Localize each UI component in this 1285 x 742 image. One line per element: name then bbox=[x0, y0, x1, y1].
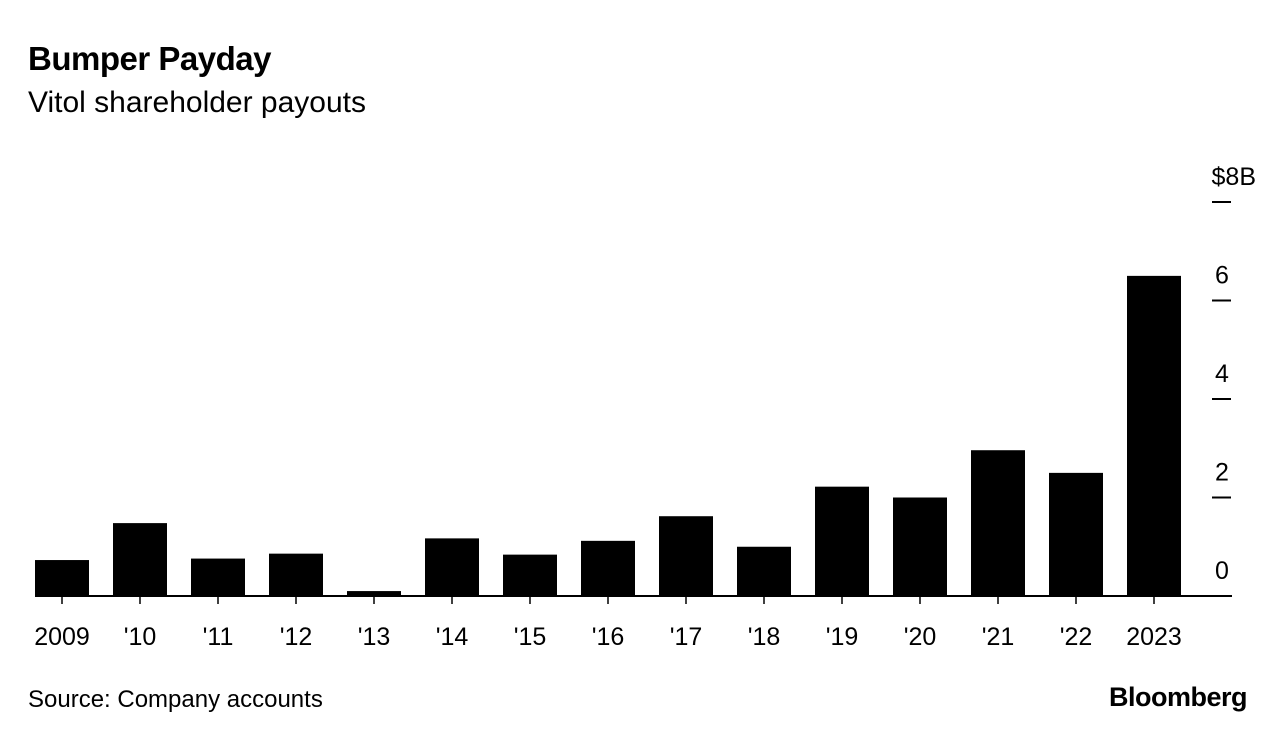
x-tick-label: '13 bbox=[358, 623, 391, 651]
y-tick-label: $8B bbox=[1212, 163, 1256, 191]
x-tick-label: 2023 bbox=[1126, 623, 1182, 651]
x-tick-label: 2009 bbox=[34, 623, 90, 651]
x-tick-label: '17 bbox=[670, 623, 703, 651]
bar bbox=[893, 497, 947, 596]
bar bbox=[35, 560, 89, 596]
x-tick-label: '22 bbox=[1060, 623, 1093, 651]
y-tick-label: 2 bbox=[1215, 459, 1229, 487]
bars-group bbox=[35, 275, 1181, 596]
bloomberg-logo: Bloomberg bbox=[1108, 682, 1248, 712]
source-note: Source: Company accounts bbox=[28, 686, 323, 713]
bar bbox=[425, 538, 479, 596]
bar bbox=[971, 450, 1025, 596]
bar bbox=[269, 553, 323, 596]
y-tick-label: 6 bbox=[1215, 262, 1229, 290]
chart-title: Bumper Payday bbox=[28, 40, 271, 77]
x-tick-label: '15 bbox=[514, 623, 547, 651]
x-tick-label: '18 bbox=[748, 623, 781, 651]
bar bbox=[113, 523, 167, 596]
x-tick-label: '19 bbox=[826, 623, 859, 651]
x-tick-label: '20 bbox=[904, 623, 937, 651]
chart-subtitle: Vitol shareholder payouts bbox=[28, 86, 366, 119]
bar bbox=[581, 540, 635, 596]
bar bbox=[1127, 275, 1181, 596]
bar bbox=[191, 558, 245, 596]
x-tick-label: '10 bbox=[124, 623, 157, 651]
x-tick-label: '14 bbox=[436, 623, 469, 651]
bar bbox=[737, 546, 791, 596]
bar bbox=[815, 486, 869, 596]
x-tick-label: '11 bbox=[203, 623, 234, 651]
x-ticks-group bbox=[61, 596, 1155, 604]
y-tick-label: 4 bbox=[1215, 360, 1229, 388]
bar bbox=[659, 516, 713, 596]
x-tick-label: '12 bbox=[280, 623, 313, 651]
bar bbox=[503, 554, 557, 596]
bar bbox=[347, 591, 401, 596]
y-labels-group: 0 2 4 6 $8B bbox=[1212, 163, 1256, 585]
x-labels-group: 2009 '10 '11 '12 '13 '14 '15 '16 '17 '18 '19 '20 '21… bbox=[34, 623, 1182, 651]
x-tick-label: '21 bbox=[982, 623, 1015, 651]
y-tick-label: 0 bbox=[1215, 557, 1229, 585]
y-ticks-group bbox=[1212, 201, 1231, 499]
x-tick-label: '16 bbox=[592, 623, 625, 651]
bar bbox=[1049, 472, 1103, 596]
